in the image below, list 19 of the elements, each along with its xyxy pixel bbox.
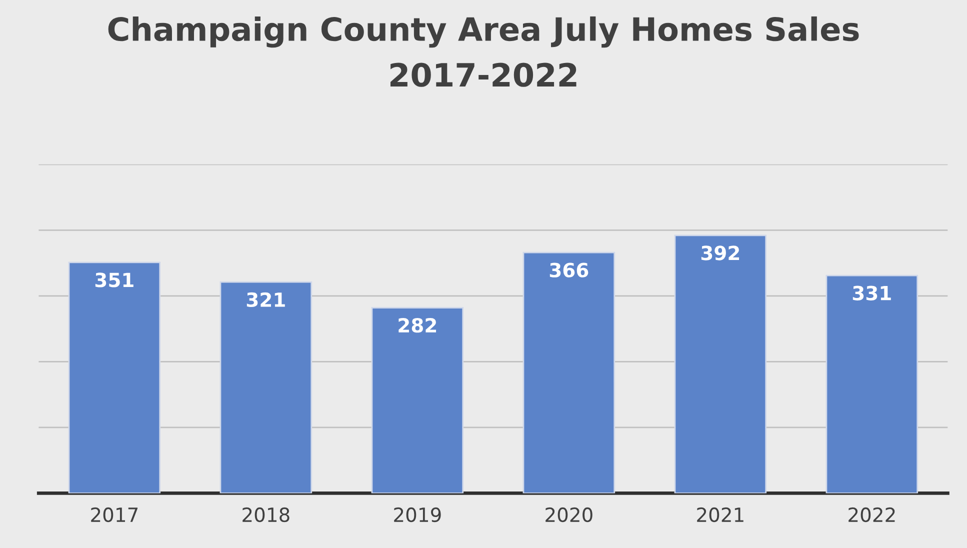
- bar: [220, 281, 312, 494]
- data-label: 392: [701, 246, 740, 260]
- x-tick-label: 2019: [394, 507, 441, 522]
- x-tick-label: 2020: [546, 507, 592, 522]
- bar: [674, 234, 767, 494]
- data-label: 351: [95, 272, 134, 288]
- data-label: 331: [852, 286, 891, 300]
- x-tick-label: 2018: [242, 507, 290, 522]
- bar: [68, 262, 161, 494]
- data-label: 321: [246, 292, 285, 308]
- bar: [522, 252, 616, 494]
- x-tick-label: 2021: [697, 507, 744, 522]
- bar: [826, 274, 918, 494]
- chart-title: Champaign County Area July Homes Sales 2017-2022: [108, 16, 859, 87]
- x-tick-label: 2017: [91, 507, 138, 522]
- data-label: 282: [398, 318, 436, 333]
- x-tick-label: 2022: [848, 507, 895, 522]
- data-label: 366: [550, 262, 588, 278]
- bar: [371, 307, 464, 494]
